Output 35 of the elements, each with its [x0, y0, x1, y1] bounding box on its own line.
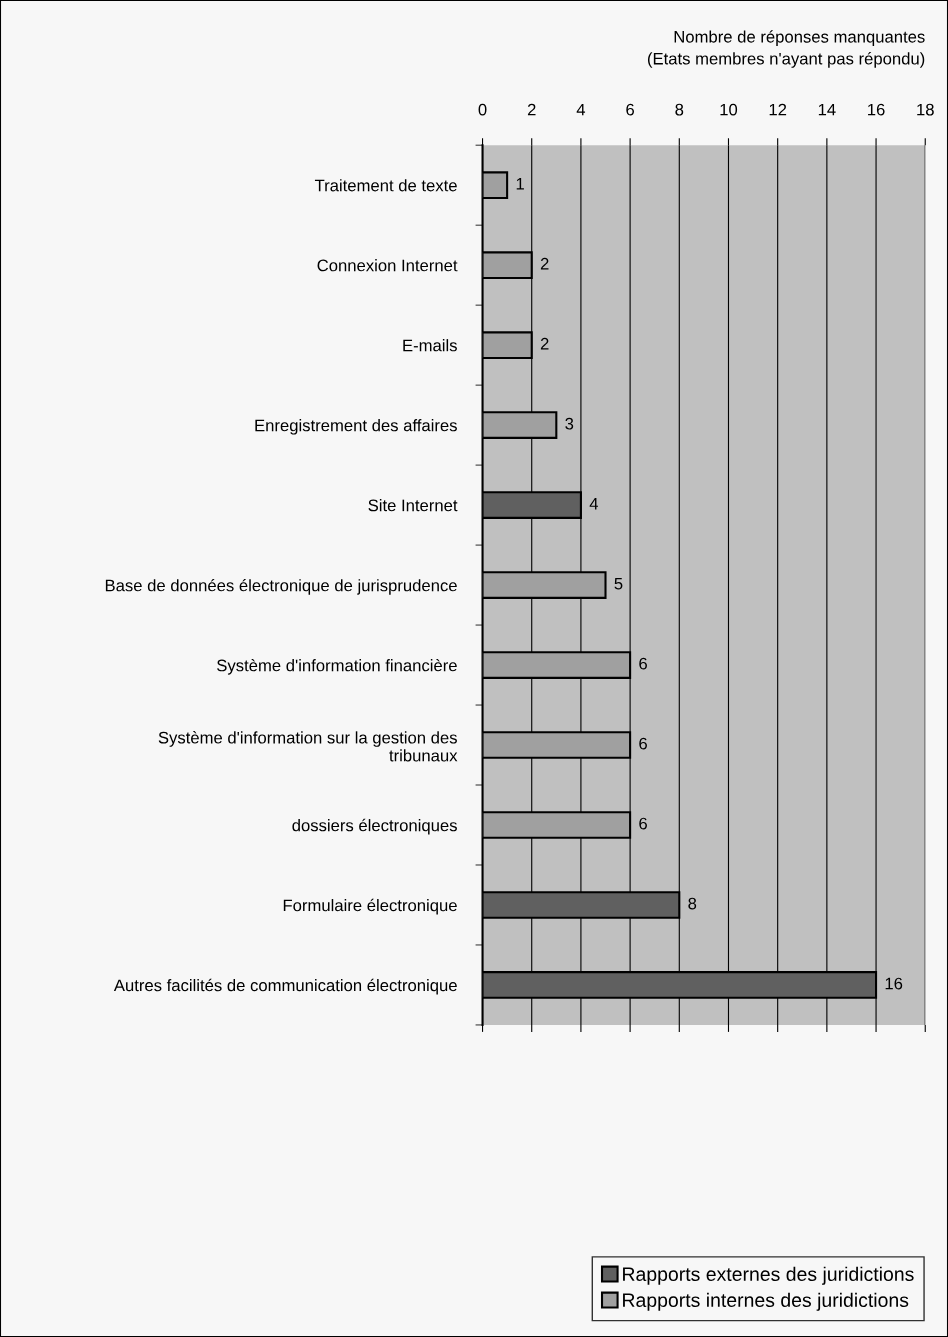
y-tick-label: Traitement de texte: [314, 179, 457, 192]
legend-label: Rapports internes des juridictions: [623, 1292, 909, 1311]
x-tick-label: 14: [818, 103, 836, 116]
y-tick-label: Formulaire électronique: [283, 898, 457, 915]
y-tick-label: Connexion Internet: [317, 259, 458, 272]
data-label: 2: [540, 257, 549, 270]
x-tick-label: 12: [769, 103, 787, 116]
data-label: 8: [688, 897, 697, 910]
data-label: 3: [565, 417, 574, 430]
x-tick-label: 18: [917, 103, 934, 116]
data-label: 16: [885, 977, 903, 990]
x-tick-label: 6: [626, 103, 635, 116]
data-label: 6: [639, 817, 647, 830]
x-tick-label: 16: [868, 103, 885, 116]
x-tick-label: 4: [576, 103, 586, 116]
y-tick-label: Site Internet: [368, 499, 458, 512]
y-tick-label: Système d'information financière: [217, 658, 457, 675]
data-label: 4: [589, 497, 599, 510]
y-tick-label: Autres facilités de communication électronique: [113, 978, 457, 995]
y-tick-label: Base de données électronique de jurisprudence: [105, 578, 457, 595]
x-tick-label: 10: [720, 103, 738, 116]
data-label: 6: [639, 657, 647, 670]
x-tick-label: 2: [527, 103, 536, 116]
data-label: 2: [540, 337, 549, 350]
data-label: 5: [614, 577, 623, 590]
x-tick-label: 0: [478, 103, 487, 116]
data-label: 6: [639, 737, 647, 750]
y-tick-label: dossiers électroniques: [292, 818, 457, 835]
y-tick-label: Système d'information sur la gestion des tribunaux: [158, 731, 458, 762]
y-tick-label: Enregistrement des affaires: [255, 419, 457, 435]
data-label: 1: [516, 178, 524, 190]
legend-label: Rapports externes des juridictions: [623, 1266, 914, 1285]
x-axis-title: Nombre de réponses manquantes (Etats membres n'ayant pas répondu): [647, 30, 925, 68]
x-tick-label: 8: [675, 103, 684, 116]
y-tick-label: E-mails: [403, 339, 457, 352]
